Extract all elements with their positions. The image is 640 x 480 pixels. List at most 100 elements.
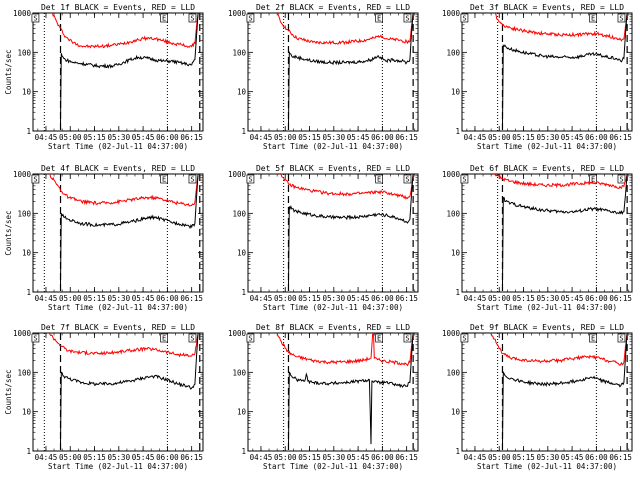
x-axis-label: Start Time (02-Jul-11 04:37:00)	[477, 303, 617, 312]
time-marker: E	[160, 13, 168, 23]
series-line-lld	[276, 333, 414, 367]
x-tick-label: 05:45	[561, 133, 584, 142]
time-marker: S	[188, 13, 197, 23]
x-tick-label: 06:00	[371, 453, 394, 462]
time-marker-label: E	[377, 335, 381, 343]
x-tick-label: 04:45	[250, 294, 273, 303]
series-line-events	[288, 13, 414, 125]
time-marker-label: E	[377, 15, 381, 23]
time-marker: S	[617, 333, 626, 343]
time-marker-label: S	[462, 335, 466, 343]
time-marker: S	[246, 333, 255, 343]
time-marker-box	[375, 333, 383, 343]
x-tick-label: 05:00	[59, 294, 82, 303]
time-marker-label: S	[619, 176, 623, 184]
time-marker: E	[589, 13, 597, 23]
time-marker-label: S	[190, 335, 194, 343]
x-tick-label: 05:15	[512, 294, 535, 303]
x-tick-label: 04:45	[35, 453, 58, 462]
x-tick-label: 05:00	[274, 453, 297, 462]
y-axis-label: Counts/sec	[4, 369, 13, 414]
x-tick-label: 05:00	[59, 133, 82, 142]
time-marker-box	[617, 13, 626, 23]
time-marker-box	[403, 13, 412, 23]
time-marker: E	[375, 174, 383, 184]
x-axis-label: Start Time (02-Jul-11 04:37:00)	[263, 303, 403, 312]
chart-title: Det 5f BLACK = Events, RED = LLD	[256, 164, 410, 173]
time-marker-box	[375, 174, 383, 184]
series-line-lld	[490, 333, 628, 367]
y-tick-label: 10	[22, 88, 32, 97]
time-marker-box	[246, 174, 255, 184]
plot-frame	[32, 12, 204, 132]
y-tick-label: 1000	[228, 329, 247, 338]
x-tick-label: 05:00	[59, 453, 82, 462]
x-tick-label: 06:00	[156, 294, 179, 303]
time-marker: S	[403, 174, 412, 184]
y-tick-label: 10	[22, 249, 32, 258]
chart-panel-4: Det 4f BLACK = Events, RED = LLD 1 10 100 10…	[4, 164, 204, 312]
time-marker-label: S	[33, 15, 37, 23]
time-marker: E	[375, 333, 383, 343]
series-line-lld	[280, 174, 414, 200]
y-tick-label: 100	[232, 48, 246, 57]
y-tick-label: 100	[446, 368, 460, 377]
x-tick-label: 05:15	[298, 133, 321, 142]
time-marker-box	[589, 333, 597, 343]
x-tick-label: 05:30	[537, 294, 560, 303]
y-tick-label: 1	[455, 447, 460, 456]
series-line-lld	[51, 13, 199, 49]
plot-frame	[461, 12, 633, 132]
x-tick-label: 06:15	[609, 294, 632, 303]
time-marker-label: S	[462, 15, 466, 23]
x-tick-label: 05:15	[83, 294, 106, 303]
x-tick-label: 06:15	[395, 133, 418, 142]
plot-frame	[32, 332, 204, 452]
plot-frame	[247, 332, 419, 452]
time-marker-label: S	[33, 335, 37, 343]
time-marker: S	[403, 13, 412, 23]
x-tick-label: 05:15	[83, 133, 106, 142]
x-tick-label: 04:45	[35, 133, 58, 142]
x-tick-label: 05:15	[512, 453, 535, 462]
time-marker-label: S	[405, 176, 409, 184]
time-marker: S	[617, 13, 626, 23]
time-marker: S	[460, 333, 469, 343]
chart-panel-9: Det 9f BLACK = Events, RED = LLD 1 10 100 10…	[442, 323, 633, 471]
time-marker: S	[31, 13, 40, 23]
x-tick-label: 06:15	[180, 294, 203, 303]
x-tick-label: 06:15	[609, 453, 632, 462]
chart-panel-6: Det 6f BLACK = Events, RED = LLD 1 10 100 10…	[442, 164, 633, 312]
chart-title: Det 1f BLACK = Events, RED = LLD	[41, 3, 195, 12]
y-tick-label: 1000	[442, 9, 461, 18]
y-tick-label: 100	[446, 209, 460, 218]
y-tick-label: 1	[26, 447, 31, 456]
x-tick-label: 06:00	[585, 133, 608, 142]
x-tick-label: 05:30	[323, 453, 346, 462]
time-marker-box	[617, 174, 626, 184]
x-tick-label: 04:45	[464, 453, 487, 462]
y-tick-label: 100	[446, 48, 460, 57]
x-tick-label: 04:45	[464, 133, 487, 142]
time-marker-box	[160, 174, 168, 184]
time-marker: E	[160, 174, 168, 184]
time-marker-label: E	[162, 176, 166, 184]
x-tick-label: 06:00	[371, 294, 394, 303]
time-marker: S	[460, 174, 469, 184]
x-tick-label: 05:45	[347, 133, 370, 142]
series-line-events	[288, 174, 414, 286]
x-tick-label: 05:15	[298, 294, 321, 303]
x-axis-label: Start Time (02-Jul-11 04:37:00)	[48, 142, 188, 151]
x-tick-label: 06:15	[180, 133, 203, 142]
x-tick-label: 05:30	[323, 133, 346, 142]
y-tick-label: 1000	[442, 329, 461, 338]
y-tick-label: 100	[232, 209, 246, 218]
y-tick-label: 100	[17, 368, 31, 377]
y-tick-label: 10	[237, 249, 247, 258]
time-marker: E	[375, 13, 383, 23]
time-marker-label: E	[162, 335, 166, 343]
time-marker-label: S	[33, 176, 37, 184]
time-marker-label: E	[591, 335, 595, 343]
x-axis-label: Start Time (02-Jul-11 04:37:00)	[48, 303, 188, 312]
x-tick-label: 06:15	[395, 453, 418, 462]
